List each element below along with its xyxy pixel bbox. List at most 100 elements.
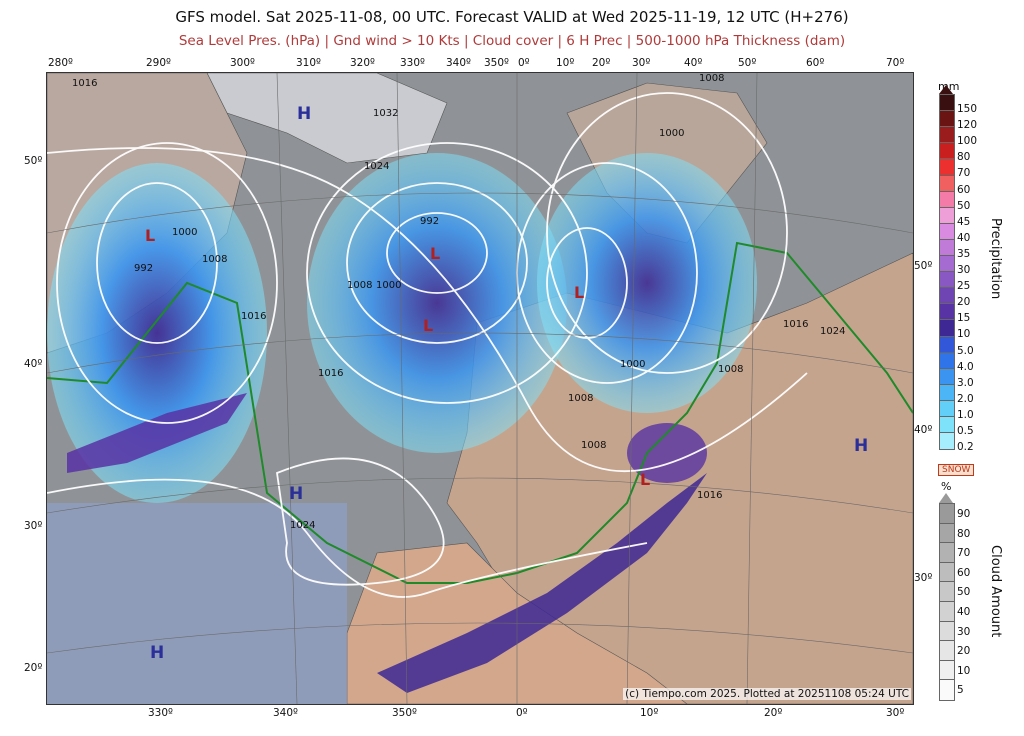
- top-longitude-label: 30º: [632, 57, 651, 69]
- low-pressure-center: L: [574, 283, 585, 302]
- bottom-longitude-label: 350º: [392, 707, 417, 719]
- isobar-label: 1016: [241, 311, 267, 322]
- snow-legend: SNOW: [938, 464, 975, 476]
- isobar-label: 1008: [568, 393, 594, 404]
- isobar-label: 1016: [72, 78, 98, 89]
- cloud-legend-swatch: [939, 581, 955, 603]
- precip-legend-tick: 25: [957, 280, 971, 293]
- cloud-legend-swatch: [939, 522, 955, 545]
- precip-legend-tick: 30: [957, 264, 971, 276]
- precip-legend-tick: 50: [957, 199, 971, 212]
- isobar-label: 1008: [347, 280, 373, 291]
- top-longitude-label: 330º: [400, 57, 425, 69]
- cloud-legend-tick: 60: [957, 566, 971, 579]
- precip-legend-tick: 4.0: [957, 360, 974, 373]
- high-pressure-center: H: [854, 436, 869, 456]
- cloud-legend-tick: 20: [957, 645, 971, 658]
- precip-legend-tick: 70: [957, 167, 971, 180]
- precip-legend-tick: 20: [957, 296, 971, 309]
- cloud-legend-swatch: [939, 542, 955, 564]
- cloud-legend-tick: 30: [957, 625, 971, 638]
- cloud-legend-swatch: [939, 620, 955, 643]
- left-latitude-label: 20º: [24, 662, 43, 674]
- high-pressure-center: H: [150, 643, 165, 663]
- precip-west-band: [67, 393, 247, 473]
- cloud-legend-swatch: [939, 561, 955, 584]
- precip-legend-tick: 3.0: [957, 376, 974, 389]
- top-longitude-label: 310º: [296, 57, 321, 69]
- cloud-legend-tick: 5: [957, 684, 964, 697]
- cloud-legend-title: Cloud Amount: [988, 545, 1003, 638]
- low-pressure-center: L: [640, 470, 651, 489]
- top-longitude-label: 320º: [350, 57, 375, 69]
- top-longitude-label: 280º: [48, 57, 73, 69]
- cloud-legend-swatch: [939, 679, 955, 701]
- isobar-label: 1000: [376, 280, 402, 291]
- precip-subtropical-band: [377, 473, 707, 693]
- precip-legend-title: Precipitation: [988, 218, 1003, 300]
- isobar-label: 1024: [364, 161, 390, 172]
- right-latitude-label: 50º: [914, 260, 933, 272]
- top-longitude-label: 290º: [146, 57, 171, 69]
- bottom-longitude-label: 340º: [273, 707, 298, 719]
- top-longitude-label: 60º: [806, 57, 825, 69]
- high-pressure-center: H: [297, 104, 312, 124]
- precip-scandinavian-low: [537, 153, 757, 413]
- top-longitude-label: 20º: [592, 57, 611, 69]
- top-longitude-label: 70º: [886, 57, 905, 69]
- precip-mediterranean: [627, 423, 707, 483]
- top-longitude-label: 300º: [230, 57, 255, 69]
- credit-text: (c) Tiempo.com 2025. Plotted at 20251108…: [623, 688, 911, 700]
- bottom-longitude-label: 30º: [886, 707, 905, 719]
- left-latitude-label: 30º: [24, 520, 43, 532]
- top-longitude-label: 350º: [484, 57, 509, 69]
- thickness-552-line: [47, 241, 913, 584]
- bottom-longitude-label: 20º: [764, 707, 783, 719]
- bottom-longitude-label: 10º: [640, 707, 659, 719]
- low-pressure-center: L: [423, 316, 434, 335]
- top-longitude-label: 40º: [684, 57, 703, 69]
- precip-legend-tick: 2.0: [957, 392, 974, 405]
- isobar-label: 1016: [318, 368, 344, 379]
- chart-title: GFS model. Sat 2025-11-08, 00 UTC. Forec…: [175, 8, 849, 26]
- isobar-label: 1000: [620, 359, 646, 370]
- isobar-label: 992: [134, 263, 154, 274]
- precip-legend-tick: 40: [957, 231, 971, 244]
- isobar-label: 992: [420, 216, 440, 227]
- weather-map: [46, 72, 914, 705]
- isobar-label: 1008: [581, 440, 607, 451]
- subtropical-ocean: [47, 503, 347, 704]
- isobar-label: 1024: [820, 326, 846, 337]
- right-latitude-label: 40º: [914, 424, 933, 436]
- precip-legend-tick: 5.0: [957, 344, 974, 357]
- cloud-unit: %: [941, 480, 952, 493]
- precip-legend-tick: 60: [957, 183, 971, 196]
- cloud-legend-tick: 80: [957, 527, 971, 540]
- cloud-legend-tick: 90: [957, 508, 971, 520]
- graticule: [47, 73, 913, 704]
- left-latitude-label: 40º: [24, 358, 43, 370]
- precip-legend-tick: 0.5: [957, 425, 974, 437]
- isobar-label: 1008: [699, 73, 725, 84]
- cloud-legend-swatch: [939, 503, 955, 525]
- isobar-label: 1032: [373, 108, 399, 119]
- chart-subtitle: Sea Level Pres. (hPa) | Gnd wind > 10 Kt…: [178, 33, 846, 49]
- precip-legend-tick: 10: [957, 328, 971, 341]
- precip-legend-tick: 0.2: [957, 441, 974, 454]
- isobars: [47, 92, 808, 598]
- cloud-legend-swatch: [939, 640, 955, 662]
- map-canvas: [47, 73, 913, 704]
- cloud-legend-swatch: [939, 659, 955, 682]
- precip-legend-tick: 120: [957, 119, 978, 132]
- precip-atlantic-cyclone: [307, 153, 567, 453]
- precip-legend-tick: 1.0: [957, 408, 974, 421]
- right-latitude-label: 30º: [914, 572, 933, 584]
- isobar-label: 1024: [290, 520, 316, 531]
- isobar-label: 1000: [659, 128, 685, 139]
- cloud-legend-tick: 70: [957, 547, 971, 560]
- top-longitude-label: 50º: [738, 57, 757, 69]
- precip-legend-tick: 150: [957, 103, 978, 115]
- precip-legend-tick: 15: [957, 312, 971, 325]
- top-longitude-label: 0º: [518, 57, 530, 69]
- isobar-label: 1016: [783, 319, 809, 330]
